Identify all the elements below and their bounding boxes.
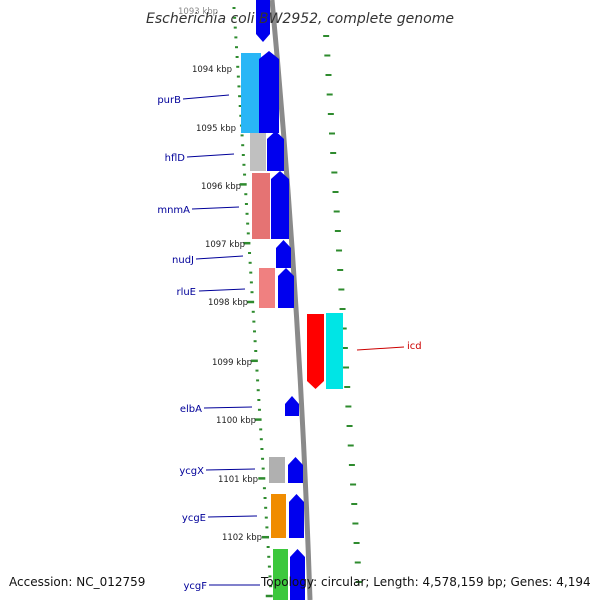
cds-arrow — [278, 268, 294, 308]
accession-text: Accession: NC_012759 — [9, 575, 145, 589]
gene-label-ycgE[interactable]: ycgE — [182, 513, 206, 524]
cds-arrow — [276, 240, 291, 268]
topology-text: Topology: circular; Length: 4,578,159 bp… — [260, 575, 591, 589]
genome-backbone — [269, 0, 313, 600]
cds-block-icd — [326, 313, 343, 389]
map-title: Escherichia coli BW2952, complete genome — [146, 11, 454, 27]
leader-line — [186, 153, 235, 158]
cds-arrow — [256, 0, 270, 42]
gene-block-icd — [307, 314, 324, 389]
kbp-label: 1102 kbp — [222, 533, 262, 543]
cds-arrow — [267, 131, 284, 171]
kbp-label: 1095 kbp — [196, 124, 236, 134]
leader-line — [191, 206, 240, 210]
cds-arrow — [290, 549, 305, 600]
label-leaders — [182, 94, 405, 586]
gene-block-mnmA — [252, 173, 270, 239]
cds-arrow — [288, 457, 303, 483]
cds-arrow — [289, 494, 304, 538]
leader-line — [198, 288, 246, 292]
gene-label-purB[interactable]: purB — [157, 95, 181, 106]
kbp-label: 1101 kbp — [218, 475, 258, 485]
gene-label-rluE[interactable]: rluE — [176, 287, 196, 298]
kbp-label: 1097 kbp — [205, 240, 245, 250]
gene-label-hflD[interactable]: hflD — [165, 153, 186, 164]
leader-line — [182, 94, 230, 100]
gene-block-ycgF — [273, 549, 288, 600]
gene-label-icd[interactable]: icd — [407, 341, 422, 352]
leader-line — [356, 346, 405, 351]
kbp-label: 1096 kbp — [201, 182, 241, 192]
gene-label-mnmA[interactable]: mnmA — [157, 205, 190, 216]
kbp-label: 1098 kbp — [208, 298, 248, 308]
gene-label-ycgX[interactable]: ycgX — [179, 466, 204, 477]
gene-block-ycgX — [269, 457, 285, 483]
cds-arrow — [285, 396, 299, 416]
leader-line — [195, 255, 244, 260]
inner-tick-ring — [323, 35, 362, 583]
leader-line — [205, 468, 256, 471]
kbp-label: 1094 kbp — [192, 65, 232, 75]
gene-block-rluE — [259, 268, 275, 308]
partial-kbp-label: 1093 kbp — [178, 7, 218, 17]
gene-block-purB — [241, 53, 261, 133]
leader-line — [207, 515, 258, 518]
kbp-label: 1100 kbp — [216, 416, 256, 426]
cds-arrow — [259, 51, 279, 133]
feature-track — [241, 0, 343, 600]
kbp-label: 1099 kbp — [212, 358, 252, 368]
cds-arrow — [271, 171, 289, 239]
gene-block-ycgE — [271, 494, 286, 538]
leader-line — [203, 406, 253, 409]
gene-label-ycgF[interactable]: ycgF — [183, 581, 207, 592]
gene-block-hflD — [250, 133, 266, 171]
gene-label-elbA[interactable]: elbA — [180, 404, 202, 415]
gene-label-nudJ[interactable]: nudJ — [172, 255, 194, 266]
